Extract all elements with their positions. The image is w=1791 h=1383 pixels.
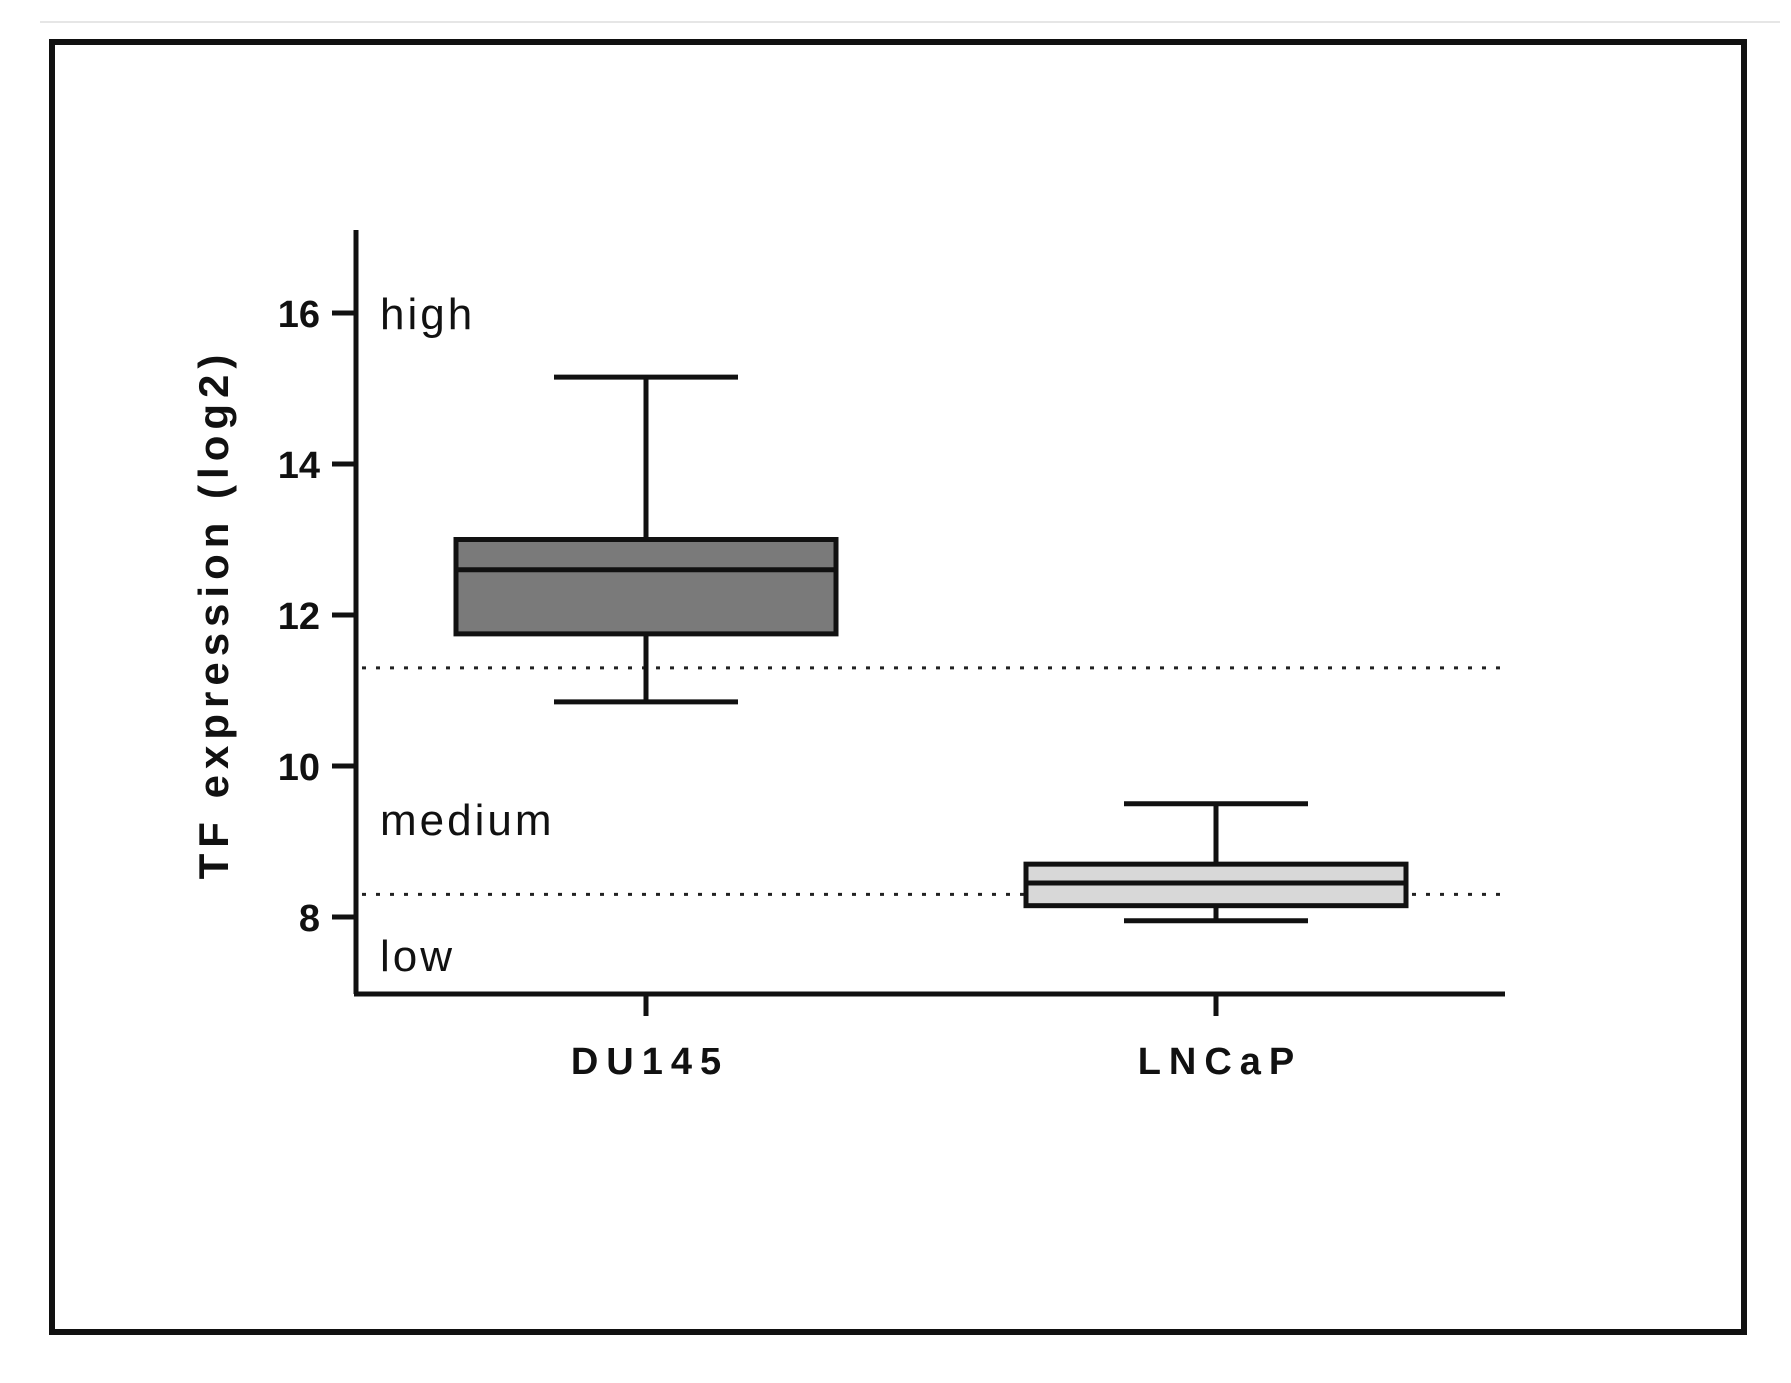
x-label-du145: DU145 bbox=[571, 1041, 729, 1083]
y-tick-label-10: 10 bbox=[278, 747, 320, 789]
box-du145-iqr bbox=[453, 537, 839, 637]
y-tick-label-12: 12 bbox=[278, 596, 320, 638]
region-label-high: high bbox=[380, 290, 475, 339]
x-label-lncap: LNCaP bbox=[1138, 1041, 1303, 1083]
figure-frame bbox=[49, 39, 1747, 1335]
y-tick-label-8: 8 bbox=[299, 898, 320, 940]
region-label-low: low bbox=[380, 932, 455, 981]
y-tick-label-14: 14 bbox=[278, 445, 320, 487]
y-axis-title: TF expression (log2) bbox=[190, 349, 237, 880]
plot-area: 8 10 12 14 16 DU145 LNCaP high medium low TF expre… bbox=[190, 230, 1505, 1083]
region-label-medium: medium bbox=[380, 796, 555, 845]
y-tick-label-16: 16 bbox=[278, 294, 320, 336]
